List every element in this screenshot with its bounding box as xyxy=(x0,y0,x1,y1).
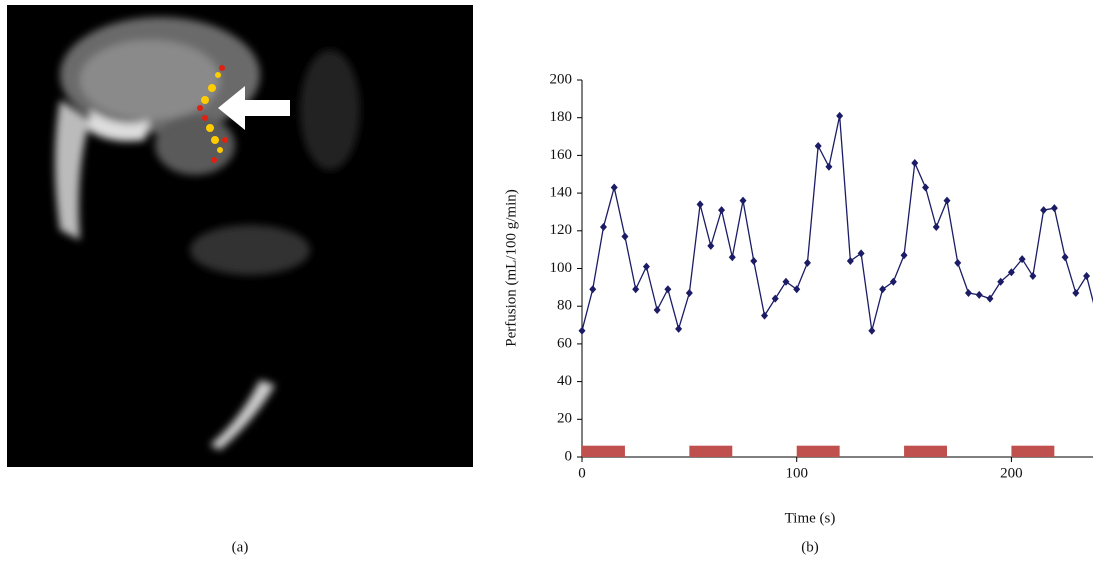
x-axis-label: Time (s) xyxy=(785,510,836,526)
point xyxy=(750,256,758,265)
point xyxy=(846,256,854,265)
point xyxy=(943,196,951,205)
point xyxy=(610,183,618,192)
point xyxy=(1007,268,1015,277)
x-tick-label: 100 xyxy=(785,465,808,481)
point xyxy=(803,258,811,267)
x-tick-label: 200 xyxy=(1000,465,1023,481)
y-tick-label: 20 xyxy=(557,411,572,427)
point xyxy=(1083,272,1091,281)
plot-area xyxy=(578,111,1093,457)
panel-label: (a) xyxy=(232,539,249,555)
point xyxy=(761,311,768,320)
y-tick-label: 180 xyxy=(550,109,573,125)
y-tick-label: 40 xyxy=(557,373,572,389)
y-tick-label: 80 xyxy=(557,298,572,314)
y-tick-label: 0 xyxy=(565,448,573,464)
point xyxy=(739,196,747,205)
point xyxy=(782,277,790,286)
stimulus-block xyxy=(689,445,733,457)
x-tick-label: 0 xyxy=(578,465,586,481)
point xyxy=(1061,253,1069,262)
point xyxy=(997,277,1005,286)
point xyxy=(825,162,833,171)
mri-image xyxy=(7,5,473,467)
point xyxy=(621,232,629,241)
point xyxy=(814,141,822,150)
point xyxy=(986,294,994,303)
y-tick-label: 200 xyxy=(550,71,573,87)
line xyxy=(581,115,1093,332)
point xyxy=(578,326,586,335)
stimulus-block xyxy=(796,445,840,457)
stimulus-block xyxy=(582,445,625,457)
y-tick-label: 100 xyxy=(550,260,573,276)
point xyxy=(707,241,715,250)
point xyxy=(879,285,887,294)
point xyxy=(1072,289,1080,298)
point xyxy=(685,289,693,298)
point xyxy=(793,285,801,294)
point xyxy=(964,289,972,298)
point xyxy=(653,305,661,314)
point xyxy=(954,258,962,267)
point xyxy=(728,253,736,262)
point xyxy=(664,285,672,294)
point xyxy=(589,285,597,294)
point xyxy=(632,285,640,294)
point xyxy=(599,223,607,232)
point xyxy=(1050,204,1058,213)
point xyxy=(675,324,683,333)
stimulus-block xyxy=(904,445,947,457)
point xyxy=(922,183,930,192)
point xyxy=(696,200,704,209)
point xyxy=(836,111,844,120)
y-tick-label: 60 xyxy=(557,335,572,351)
point xyxy=(932,223,940,232)
stimulus-block xyxy=(1011,445,1055,457)
point xyxy=(889,277,897,286)
point xyxy=(868,326,876,335)
panel-label: (b) xyxy=(801,539,819,555)
point xyxy=(718,206,726,215)
point xyxy=(975,290,983,299)
point xyxy=(857,249,865,258)
y-tick-label: 160 xyxy=(550,147,573,163)
y-tick-label: 140 xyxy=(550,185,573,201)
point xyxy=(911,158,919,167)
point xyxy=(642,262,650,271)
point xyxy=(1040,206,1048,215)
y-axis-label: Perfusion (mL/100 g/min) xyxy=(503,189,519,347)
point xyxy=(900,251,908,260)
y-tick-label: 120 xyxy=(550,222,573,238)
point xyxy=(1029,272,1037,281)
point xyxy=(1018,255,1026,264)
point xyxy=(771,294,779,303)
